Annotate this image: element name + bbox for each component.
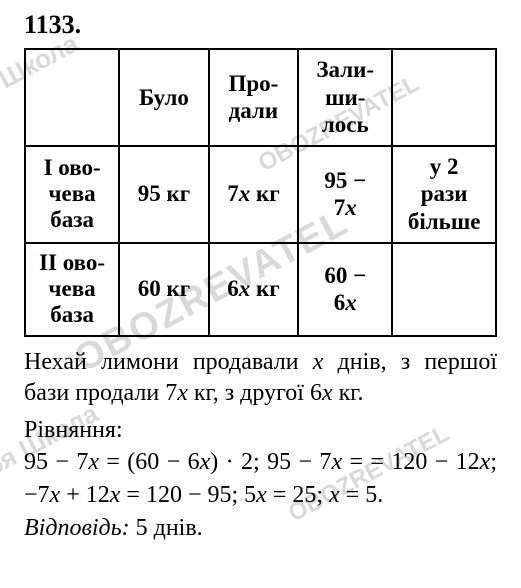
equation-block: 95 − 7x = (60 − 6x) · 2; 95 − 7x = = 120… bbox=[24, 446, 497, 511]
text: кг, з другої 6 bbox=[188, 380, 322, 406]
table-row: II ово-чевабаза 60 кг 6x кг 60 −6x bbox=[25, 243, 496, 336]
equation-label: Рівняння: bbox=[24, 417, 497, 444]
problem-number: 1133. bbox=[24, 10, 497, 40]
variable-x: x bbox=[50, 482, 61, 508]
header-cell bbox=[392, 49, 496, 146]
variable-x: x bbox=[256, 482, 267, 508]
answer-label: Відповідь: bbox=[24, 515, 130, 541]
cell-left: 60 −6x bbox=[298, 243, 392, 336]
text: = 5. bbox=[340, 482, 384, 508]
text: = 25; bbox=[267, 482, 329, 508]
text: Нехай лимони продавали bbox=[24, 349, 313, 375]
variable-x: x bbox=[313, 349, 324, 375]
text: = 120 − 95; 5 bbox=[120, 482, 256, 508]
cell-left: 95 −7x bbox=[298, 146, 392, 243]
header-cell: Було bbox=[119, 49, 208, 146]
variable-x: x bbox=[322, 380, 333, 406]
cell-sold: 6x кг bbox=[209, 243, 298, 336]
variable-x: x bbox=[329, 482, 340, 508]
text: кг. bbox=[333, 380, 364, 406]
variable-x: x bbox=[110, 482, 121, 508]
cell-note bbox=[392, 243, 496, 336]
row-label: I ово-чевабаза bbox=[25, 146, 119, 243]
header-cell bbox=[25, 49, 119, 146]
variable-x: x bbox=[331, 449, 342, 475]
variable-x: x bbox=[480, 449, 491, 475]
cell-was: 95 кг bbox=[119, 146, 208, 243]
cell-was: 60 кг bbox=[119, 243, 208, 336]
text: = (60 − 6 bbox=[99, 449, 200, 475]
text: ) · 2; 95 − 7 bbox=[210, 449, 331, 475]
table-header-row: Було Про-дали Зали-ши-лось bbox=[25, 49, 496, 146]
text: = = 120 − 12 bbox=[342, 449, 480, 475]
cell-sold: 7x кг bbox=[209, 146, 298, 243]
answer-value: 5 днів. bbox=[130, 515, 203, 541]
answer-line: Відповідь: 5 днів. bbox=[24, 515, 497, 542]
header-cell: Про-дали bbox=[209, 49, 298, 146]
data-table: Було Про-дали Зали-ши-лось I ово-чевабаз… bbox=[24, 48, 497, 337]
header-cell: Зали-ши-лось bbox=[298, 49, 392, 146]
table-row: I ово-чевабаза 95 кг 7x кг 95 −7x у 2раз… bbox=[25, 146, 496, 243]
variable-x: x bbox=[177, 380, 188, 406]
cell-note: у 2разибільше bbox=[392, 146, 496, 243]
variable-x: x bbox=[200, 449, 211, 475]
row-label: II ово-чевабаза bbox=[25, 243, 119, 336]
text: + 12 bbox=[60, 482, 110, 508]
text: 95 − 7 bbox=[24, 449, 88, 475]
explanation-paragraph: Нехай лимони продавали x днів, з першої … bbox=[24, 347, 497, 409]
variable-x: x bbox=[88, 449, 99, 475]
